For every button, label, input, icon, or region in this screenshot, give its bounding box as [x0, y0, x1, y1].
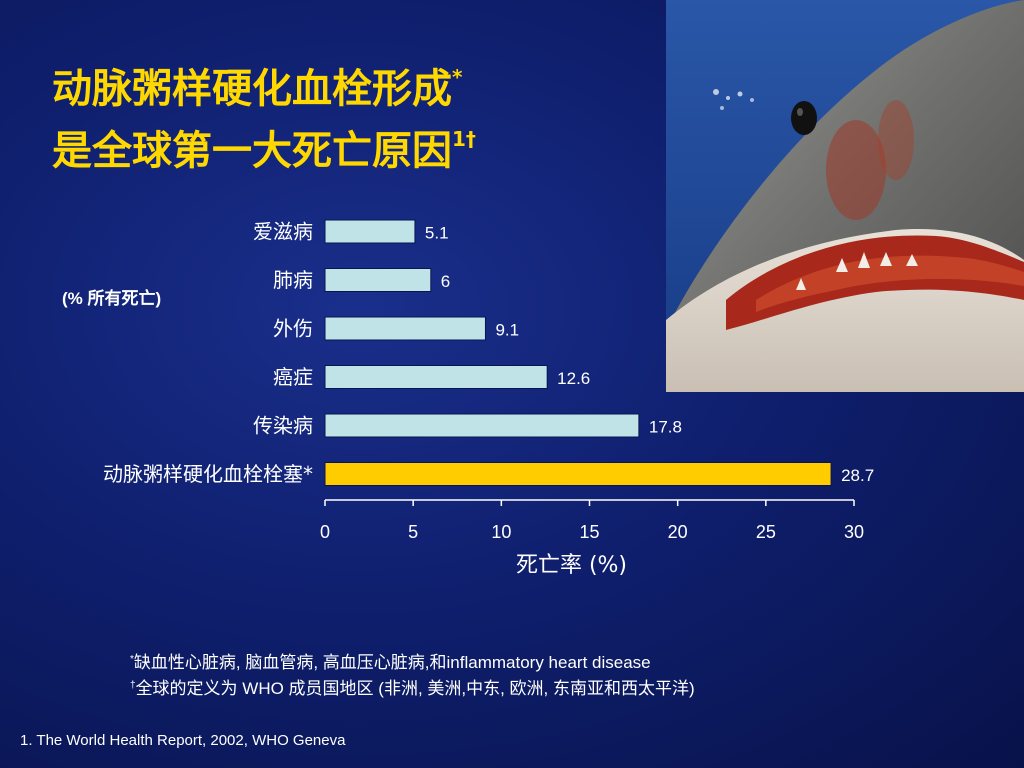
x-tick-label-2: 10 [491, 522, 511, 542]
bar-4 [324, 413, 640, 438]
category-label-0: 爱滋病 [253, 220, 313, 244]
footnote-1-mark: * [130, 654, 134, 665]
title-line-2: 是全球第一大死亡原因1† [52, 127, 476, 174]
category-label-5: 动脉粥样硬化血栓栓塞* [103, 462, 313, 486]
title-line-2-mark: 1† [452, 127, 476, 151]
footnote-2: †全球的定义为 WHO 成员国地区 (非洲, 美洲,中东, 欧洲, 东南亚和西太… [130, 679, 695, 698]
slide-title: 动脉粥样硬化血栓形成* 是全球第一大死亡原因1† [52, 52, 476, 176]
x-tick-label-0: 0 [320, 522, 330, 542]
data-label-1: 6 [441, 272, 450, 291]
bar-2 [324, 316, 486, 341]
bar-5 [324, 462, 832, 486]
bar-0 [324, 219, 416, 244]
bar-chart: 爱滋病 5.1 肺病 6 外伤 9.1 癌症 12.6 传染病 17.8 动脉粥样硬化血栓栓塞* 28… [103, 219, 874, 578]
x-tick-label-4: 20 [668, 522, 688, 542]
data-label-4: 17.8 [649, 418, 682, 437]
reference: 1. The World Health Report, 2002, WHO Ge… [20, 732, 346, 749]
bar-1 [324, 268, 432, 292]
footnotes: *缺血性心脏病, 脑血管病, 高血压心脏病,和inflammatory hear… [130, 648, 695, 700]
shark-photo [666, 0, 1024, 392]
x-tick-label-6: 30 [844, 522, 864, 542]
title-line-1: 动脉粥样硬化血栓形成* [52, 65, 463, 112]
title-line-1-mark: * [452, 65, 463, 89]
x-axis-title: 死亡率 (%) [516, 553, 627, 578]
data-label-2: 9.1 [495, 321, 519, 340]
category-label-3: 癌症 [273, 365, 313, 389]
x-tick-label-5: 25 [756, 522, 776, 542]
category-label-4: 传染病 [253, 414, 313, 438]
x-tick-label-3: 15 [579, 522, 599, 542]
unit-label: (% 所有死亡) [62, 289, 162, 308]
bar-3 [324, 365, 548, 389]
x-tick-label-1: 5 [408, 522, 418, 542]
data-label-5: 28.7 [841, 466, 874, 485]
data-label-3: 12.6 [557, 369, 590, 388]
footnote-2-mark: † [130, 680, 136, 691]
category-label-1: 肺病 [273, 268, 313, 292]
category-label-2: 外伤 [273, 317, 313, 341]
footnote-1: *缺血性心脏病, 脑血管病, 高血压心脏病,和inflammatory hear… [130, 653, 651, 672]
data-label-0: 5.1 [425, 224, 449, 243]
